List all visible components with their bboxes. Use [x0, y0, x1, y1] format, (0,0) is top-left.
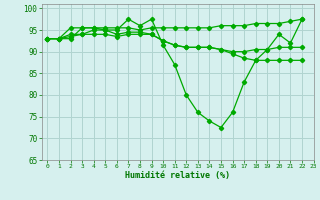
X-axis label: Humidité relative (%): Humidité relative (%): [125, 171, 230, 180]
